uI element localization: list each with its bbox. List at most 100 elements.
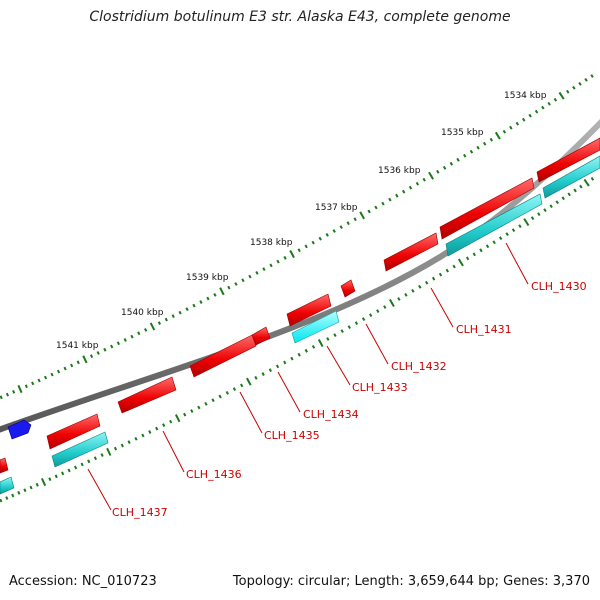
ruler-minor-tick	[183, 412, 187, 417]
ruler-minor-tick	[54, 474, 58, 479]
ruler-minor-tick	[498, 236, 503, 241]
ruler-minor-tick	[561, 196, 565, 201]
ruler-minor-tick	[590, 176, 595, 181]
ruler-minor-tick	[11, 493, 15, 498]
ruler-minor-tick	[211, 398, 215, 403]
ruler-minor-tick	[254, 375, 258, 380]
gene-feature[interactable]	[286, 293, 332, 327]
gene-feature[interactable]	[383, 232, 439, 272]
ruler-minor-tick	[192, 303, 196, 308]
ruler-minor-tick	[505, 232, 509, 237]
ruler-minor-tick	[485, 244, 490, 249]
ruler-ticks-outer	[0, 74, 594, 400]
ruler-minor-tick	[376, 309, 380, 313]
gene-feature[interactable]	[445, 193, 543, 257]
gene-feature[interactable]	[46, 413, 101, 450]
ruler-minor-tick	[232, 387, 237, 391]
ruler-minor-tick	[70, 363, 74, 368]
ruler-major-tick	[82, 355, 88, 364]
ruler-minor-tick	[248, 274, 252, 279]
ruler-minor-tick	[311, 345, 316, 349]
ruler-minor-tick	[311, 240, 315, 245]
ruler-minor-tick	[276, 259, 280, 264]
ruler-minor-tick	[268, 368, 272, 373]
ruler-minor-tick	[17, 490, 21, 495]
ruler-minor-tick	[227, 285, 231, 290]
ruler-major-tick	[106, 447, 112, 456]
other-feature[interactable]	[7, 419, 32, 440]
gene-label[interactable]: CLH_1434	[303, 408, 359, 421]
ruler-minor-tick	[381, 201, 385, 206]
ruler-minor-tick	[89, 354, 94, 359]
ruler-minor-tick	[472, 252, 476, 257]
gene-feature[interactable]	[439, 177, 535, 240]
ruler-minor-tick	[479, 248, 483, 253]
ruler-minor-tick	[374, 205, 378, 210]
ruler-label: 1534 kbp	[504, 91, 547, 101]
ruler-minor-tick	[103, 347, 107, 352]
ruler-minor-tick	[0, 395, 3, 400]
ruler-minor-tick	[171, 314, 175, 319]
gene-feature[interactable]	[536, 137, 600, 183]
gene-feature[interactable]	[0, 476, 15, 495]
ruler-minor-tick	[290, 356, 294, 361]
ruler-minor-tick	[515, 121, 520, 126]
gene-feature[interactable]	[117, 376, 177, 414]
ruler-label: 1540 kbp	[121, 308, 164, 318]
ruler-minor-tick	[404, 293, 408, 297]
ruler-minor-tick	[185, 307, 189, 312]
ruler-minor-tick	[415, 181, 420, 186]
gene-label-leaders	[87, 242, 529, 511]
ruler-minor-tick	[137, 331, 141, 336]
ruler-minor-tick	[579, 184, 583, 189]
ruler-minor-tick	[304, 244, 308, 249]
ruler-minor-tick	[127, 440, 131, 445]
ruler-minor-tick	[178, 310, 182, 315]
gene-feature[interactable]	[0, 457, 9, 474]
gene-feature[interactable]	[542, 155, 600, 199]
gene-feature[interactable]	[340, 279, 356, 298]
gene-label[interactable]: CLH_1436	[186, 468, 242, 481]
gene-feature[interactable]	[51, 431, 109, 468]
ruler-minor-tick	[483, 141, 487, 146]
ruler-minor-tick	[48, 477, 52, 482]
ruler-minor-tick	[61, 471, 65, 476]
ruler-minor-tick	[67, 468, 71, 473]
accession-text: Accession: NC_010723	[9, 574, 157, 589]
ruler-minor-tick	[96, 351, 100, 355]
ruler-minor-tick	[23, 488, 27, 493]
ruler-minor-tick	[213, 293, 217, 297]
ruler-minor-tick	[261, 372, 265, 376]
ruler-minor-tick	[537, 212, 541, 217]
ruler-minor-tick	[395, 193, 399, 198]
ruler-minor-tick	[369, 313, 373, 317]
ruler-minor-tick	[31, 381, 35, 386]
ruler-minor-tick	[87, 459, 91, 464]
ruler-minor-tick	[425, 280, 429, 285]
ruler-minor-tick	[578, 81, 582, 86]
ruler-minor-tick	[511, 228, 516, 233]
gene-label[interactable]: CLH_1431	[456, 323, 512, 336]
gene-feature[interactable]	[291, 310, 340, 344]
ruler-minor-tick	[502, 129, 507, 134]
gene-label[interactable]: CLH_1430	[531, 280, 587, 293]
ruler-minor-tick	[572, 85, 576, 90]
gene-label[interactable]: CLH_1435	[264, 429, 320, 442]
ruler-minor-tick	[543, 208, 547, 213]
ruler-minor-tick	[567, 192, 571, 197]
gene-feature[interactable]	[189, 334, 257, 378]
ruler-major-tick	[457, 258, 464, 267]
ruler-minor-tick	[234, 282, 238, 286]
gene-label[interactable]: CLH_1432	[391, 360, 447, 373]
ruler-minor-tick	[445, 268, 449, 273]
gene-label[interactable]: CLH_1437	[112, 506, 168, 519]
ruler-label: 1541 kbp	[56, 341, 99, 351]
ruler-minor-tick	[63, 366, 67, 371]
ruler-minor-tick	[476, 145, 480, 150]
ruler-minor-tick	[456, 157, 460, 162]
ruler-major-tick	[219, 287, 225, 296]
ruler-minor-tick	[269, 263, 273, 268]
gene-label[interactable]: CLH_1433	[352, 381, 408, 394]
